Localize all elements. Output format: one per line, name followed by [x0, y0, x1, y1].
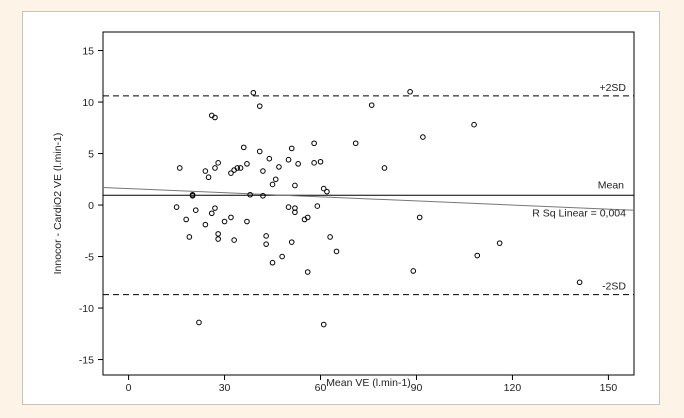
chart-frame [22, 11, 660, 405]
data-point [192, 207, 199, 213]
data-point [471, 121, 477, 128]
data-point [285, 156, 292, 163]
y-tick-label: 10 [82, 97, 94, 109]
y-axis-title: Innocor - CardiO2 VE (l.min-1) [52, 133, 64, 275]
x-axis-title: Mean VE (l.min-1) [326, 377, 411, 389]
data-point [420, 134, 426, 140]
y-tick-label: -15 [79, 355, 94, 367]
data-point [228, 214, 234, 221]
y-tick-label: 0 [88, 200, 94, 212]
data-point [231, 237, 237, 243]
data-point [576, 279, 583, 286]
data-point [176, 165, 183, 171]
data-point [317, 158, 324, 165]
reference-lines [102, 95, 635, 296]
data-point [228, 170, 234, 176]
data-point [269, 181, 276, 188]
data-point [183, 216, 189, 223]
data-point [208, 210, 215, 217]
data-point [311, 160, 317, 166]
data-point [304, 214, 311, 221]
data-point [407, 88, 413, 95]
data-point [304, 269, 311, 275]
regression-line [102, 187, 635, 211]
data-point [240, 144, 247, 151]
data-point [215, 231, 221, 237]
data-point [311, 140, 317, 147]
data-point [212, 114, 218, 121]
data-point [474, 252, 481, 259]
y-tick-label: -5 [85, 252, 94, 264]
data-point [244, 161, 250, 167]
data-point [256, 103, 263, 109]
x-tick-label: 150 [600, 382, 618, 394]
data-point [292, 209, 298, 216]
data-point [202, 168, 209, 174]
data-point [256, 148, 263, 155]
data-point [276, 164, 282, 170]
data-point [272, 176, 279, 183]
data-point [263, 233, 269, 239]
data-point [333, 248, 340, 255]
data-point [212, 165, 218, 171]
data-point [260, 192, 266, 199]
data-point [292, 182, 298, 189]
x-tick-label: 60 [315, 382, 327, 394]
data-point [279, 253, 285, 260]
y-tick-label: 15 [82, 46, 94, 58]
data-point [320, 185, 327, 192]
data-point [237, 165, 244, 171]
data-point [295, 161, 301, 167]
data-point [285, 204, 292, 210]
y-axis: -15 -10 -5 0 5 10 15 [79, 46, 103, 367]
mean-label: Mean [598, 179, 624, 191]
data-point [496, 240, 503, 246]
data-point [327, 234, 333, 240]
data-point [263, 241, 269, 247]
data-point [250, 89, 257, 96]
data-point [416, 214, 423, 221]
regression-label: R Sq Linear = 0,004 [532, 207, 626, 219]
x-tick-label: 120 [504, 382, 522, 394]
y-tick-label: 5 [88, 149, 94, 161]
data-point [324, 188, 330, 195]
data-point [205, 174, 212, 181]
data-point [215, 236, 221, 242]
data-point [288, 239, 295, 245]
data-point [247, 191, 253, 198]
data-point [260, 168, 266, 174]
data-point [269, 259, 276, 266]
x-tick-label: 30 [219, 382, 231, 394]
data-point [244, 218, 250, 225]
x-axis: 0 30 60 90 120 150 [126, 375, 618, 394]
upper-limit-label: +2SD [599, 82, 626, 94]
data-point [234, 165, 241, 171]
data-point [202, 221, 209, 228]
data-point [215, 160, 221, 166]
data-point [314, 203, 321, 209]
data-point [186, 234, 193, 240]
x-tick-label: 0 [126, 382, 132, 394]
data-point [320, 321, 327, 328]
x-tick-label: 90 [411, 382, 423, 394]
data-point [368, 102, 375, 108]
data-point [266, 155, 273, 162]
data-point [221, 218, 228, 225]
lower-limit-label: -2SD [602, 281, 626, 293]
data-point [381, 165, 388, 171]
plot-area-border [102, 31, 635, 376]
data-point [212, 205, 218, 211]
data-points [173, 88, 583, 328]
data-point [288, 145, 295, 152]
data-point [196, 319, 202, 326]
data-point [189, 191, 196, 198]
data-point [173, 204, 180, 210]
y-tick-label: -10 [79, 303, 94, 315]
data-point [410, 268, 417, 274]
data-point [352, 140, 359, 147]
